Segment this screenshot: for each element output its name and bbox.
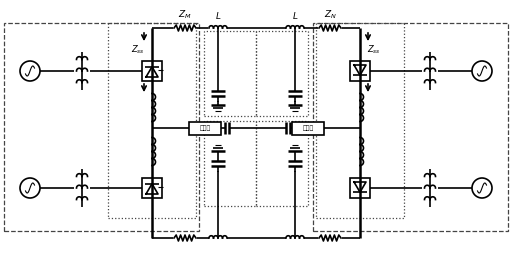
Bar: [4, 23, 199, 231]
Bar: [256, 31, 308, 116]
Text: $Z_N$: $Z_N$: [324, 8, 336, 21]
Bar: [204, 121, 256, 206]
Bar: [313, 23, 508, 231]
Text: $L$: $L$: [215, 10, 221, 21]
Bar: [142, 61, 162, 81]
Text: 接地极: 接地极: [199, 125, 210, 131]
Text: $Z_{ss}$: $Z_{ss}$: [367, 43, 381, 56]
Bar: [189, 122, 221, 134]
Bar: [108, 23, 196, 218]
Text: $Z_{ss}$: $Z_{ss}$: [131, 43, 145, 56]
Bar: [292, 122, 324, 134]
Text: $Z_M$: $Z_M$: [178, 8, 192, 21]
Text: 接地极: 接地极: [303, 125, 314, 131]
Bar: [350, 178, 370, 198]
Bar: [316, 23, 404, 218]
Bar: [142, 178, 162, 198]
Bar: [350, 61, 370, 81]
Text: $L$: $L$: [292, 10, 298, 21]
Bar: [256, 121, 308, 206]
Bar: [204, 31, 256, 116]
